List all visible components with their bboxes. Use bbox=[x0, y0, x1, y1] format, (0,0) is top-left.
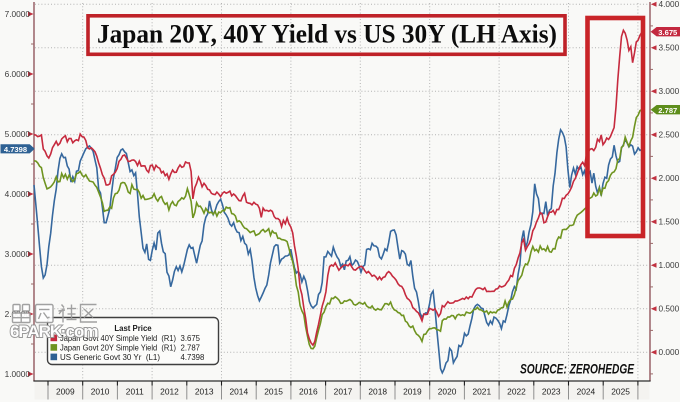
svg-text:2.787: 2.787 bbox=[658, 106, 677, 115]
svg-text:4.7398: 4.7398 bbox=[4, 145, 27, 154]
svg-text:Last Price: Last Price bbox=[114, 324, 152, 333]
svg-text:US Generic Govt 30 Yr (L1): US Generic Govt 30 Yr (L1) bbox=[60, 353, 160, 362]
svg-text:2012: 2012 bbox=[160, 387, 179, 397]
svg-text:2018: 2018 bbox=[368, 387, 387, 397]
svg-text:3.000: 3.000 bbox=[659, 86, 680, 96]
svg-text:2021: 2021 bbox=[472, 387, 491, 397]
svg-text:1.000: 1.000 bbox=[659, 260, 680, 270]
svg-text:7.0000: 7.0000 bbox=[5, 9, 31, 19]
svg-text:2024: 2024 bbox=[577, 387, 596, 397]
svg-text:Japan Govt 20Y Simple Yield (: Japan Govt 20Y Simple Yield (R1) bbox=[60, 343, 176, 352]
svg-text:2009: 2009 bbox=[56, 387, 75, 397]
svg-text:2019: 2019 bbox=[403, 387, 422, 397]
svg-text:2023: 2023 bbox=[542, 387, 561, 397]
svg-text:6.0000: 6.0000 bbox=[5, 69, 31, 79]
svg-text:0.500: 0.500 bbox=[659, 304, 680, 314]
svg-text:3.675: 3.675 bbox=[658, 28, 678, 37]
svg-text:2022: 2022 bbox=[507, 387, 526, 397]
svg-text:2020: 2020 bbox=[438, 387, 457, 397]
svg-text:2.500: 2.500 bbox=[659, 130, 680, 140]
svg-text:1.0000: 1.0000 bbox=[5, 369, 31, 379]
svg-text:3.500: 3.500 bbox=[659, 43, 680, 53]
svg-text:2010: 2010 bbox=[91, 387, 110, 397]
svg-text:2015: 2015 bbox=[264, 387, 283, 397]
svg-text:1.500: 1.500 bbox=[659, 217, 680, 227]
svg-text:6PARK·com: 6PARK·com bbox=[10, 322, 99, 341]
svg-text:Japan Govt 40Y Simple Yield (: Japan Govt 40Y Simple Yield (R1) bbox=[60, 334, 176, 343]
svg-text:2017: 2017 bbox=[334, 387, 353, 397]
svg-text:Japan 20Y, 40Y Yield vs US 30Y: Japan 20Y, 40Y Yield vs US 30Y (LH Axis) bbox=[97, 19, 557, 49]
svg-text:4.000: 4.000 bbox=[659, 0, 680, 9]
svg-text:3.675: 3.675 bbox=[181, 334, 201, 343]
svg-text:2.787: 2.787 bbox=[181, 343, 201, 352]
svg-text:2014: 2014 bbox=[229, 387, 248, 397]
svg-text:0.000: 0.000 bbox=[659, 347, 680, 357]
svg-text:4.0000: 4.0000 bbox=[5, 189, 31, 199]
svg-text:5.0000: 5.0000 bbox=[5, 129, 31, 139]
svg-text:2011: 2011 bbox=[126, 387, 144, 397]
svg-text:2.000: 2.000 bbox=[659, 173, 680, 183]
svg-text:2013: 2013 bbox=[195, 387, 214, 397]
svg-text:2025: 2025 bbox=[611, 387, 630, 397]
svg-text:4.7398: 4.7398 bbox=[181, 353, 205, 362]
svg-text:SOURCE: ZEROHEDGE: SOURCE: ZEROHEDGE bbox=[520, 361, 635, 376]
svg-text:3.0000: 3.0000 bbox=[5, 249, 31, 259]
svg-text:2016: 2016 bbox=[299, 387, 318, 397]
